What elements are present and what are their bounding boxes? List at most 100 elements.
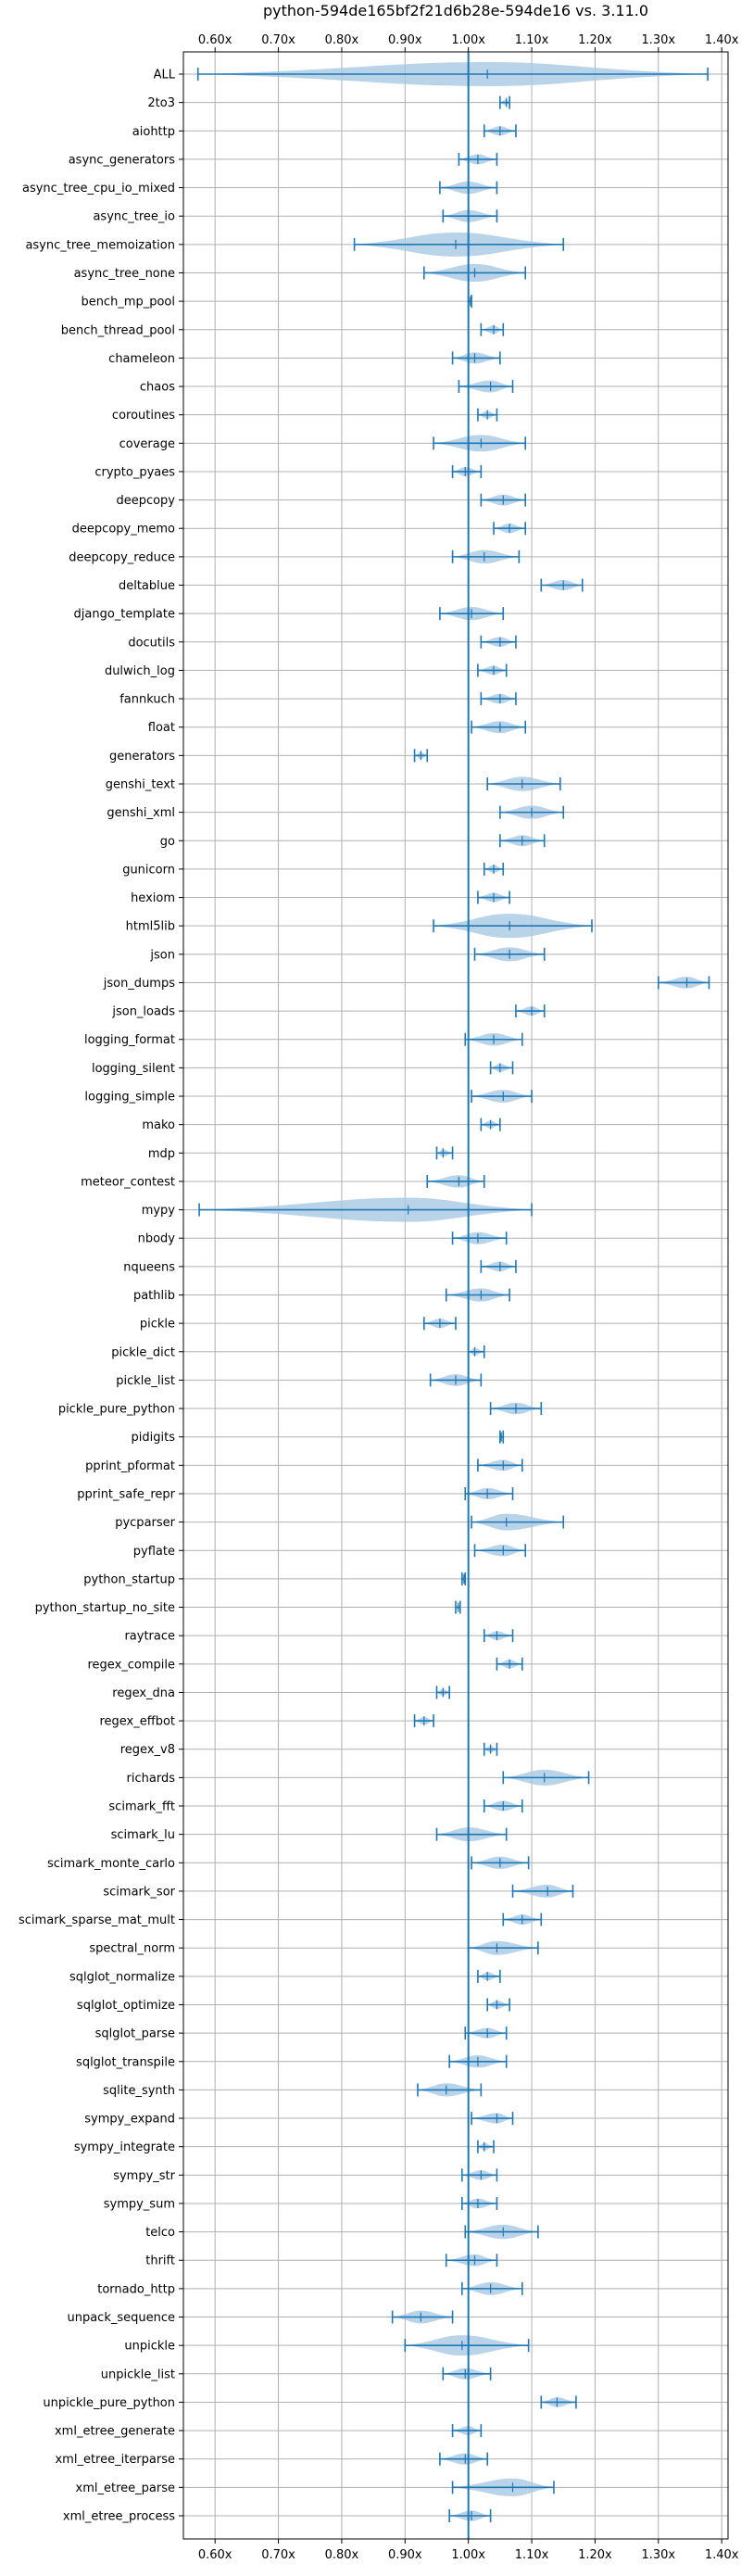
y-tick-label: pprint_pformat bbox=[85, 1459, 175, 1473]
x-tick-label-top: 1.10x bbox=[515, 33, 549, 47]
y-tick-label: spectral_norm bbox=[89, 1942, 175, 1956]
range-bar-layer bbox=[196, 68, 710, 2522]
x-tick-label-top: 1.00x bbox=[451, 33, 485, 47]
y-tick-label: pidigits bbox=[132, 1431, 176, 1445]
y-tick-label: scimark_fft bbox=[108, 1800, 175, 1814]
x-tick-label-bottom: 1.20x bbox=[578, 2548, 612, 2562]
x-tick-label-bottom: 1.10x bbox=[515, 2548, 549, 2562]
y-tick-label: json bbox=[149, 948, 175, 962]
y-tick-label: scimark_sparse_mat_mult bbox=[19, 1913, 175, 1927]
y-tick-label: pyflate bbox=[133, 1545, 175, 1559]
y-tick-label: bench_mp_pool bbox=[81, 296, 175, 309]
y-tick-label: deltablue bbox=[119, 579, 175, 593]
y-tick-label: chameleon bbox=[108, 352, 175, 366]
y-tick-label: sympy_integrate bbox=[74, 2140, 175, 2154]
y-tick-label: deepcopy_memo bbox=[72, 523, 175, 537]
y-tick-label: richards bbox=[127, 1772, 176, 1786]
y-tick-label: coroutines bbox=[112, 409, 175, 423]
y-tick-label: pycparser bbox=[115, 1516, 175, 1530]
y-tick-label: pickle_list bbox=[116, 1374, 175, 1388]
y-tick-label: pathlib bbox=[133, 1289, 175, 1303]
y-tick-label: chaos bbox=[140, 381, 175, 395]
x-tick-label-bottom: 1.30x bbox=[641, 2548, 675, 2562]
y-tick-label: bench_thread_pool bbox=[61, 323, 175, 337]
y-tick-label: django_template bbox=[74, 608, 175, 622]
y-tick-label: raytrace bbox=[124, 1630, 175, 1644]
violin-layer bbox=[197, 62, 710, 2521]
y-tick-label: coverage bbox=[119, 437, 175, 451]
y-tick-label: genshi_xml bbox=[107, 806, 175, 820]
x-tick-label-top: 0.90x bbox=[388, 33, 422, 47]
y-tick-label: mypy bbox=[142, 1204, 176, 1218]
y-tick-label: xml_etree_process bbox=[63, 2510, 175, 2524]
tick-layer: 0.60x 0.60x 0.70x 0.70x 0.80x 0.80x 0.90x 0.90x… bbox=[19, 33, 739, 2562]
x-tick-label-top: 1.20x bbox=[578, 33, 612, 47]
y-tick-label: sympy_sum bbox=[104, 2197, 175, 2211]
y-tick-label: html5lib bbox=[126, 920, 175, 934]
x-tick-label-bottom: 0.80x bbox=[325, 2548, 359, 2562]
x-tick-label-bottom: 0.90x bbox=[388, 2548, 422, 2562]
y-tick-label: logging_format bbox=[84, 1033, 175, 1047]
y-tick-label: regex_effbot bbox=[99, 1715, 175, 1729]
y-tick-label: telco bbox=[145, 2226, 175, 2240]
y-tick-label: hexiom bbox=[131, 891, 175, 905]
y-tick-label: sympy_str bbox=[113, 2169, 175, 2183]
y-tick-label: pprint_safe_repr bbox=[77, 1487, 175, 1501]
y-tick-label: async_tree_cpu_io_mixed bbox=[22, 182, 175, 196]
x-tick-label-bottom: 1.40x bbox=[705, 2548, 739, 2562]
y-tick-label: async_tree_memoization bbox=[25, 238, 175, 252]
y-tick-label: go bbox=[160, 835, 175, 849]
x-tick-label-top: 0.60x bbox=[198, 33, 232, 47]
y-tick-label: mdp bbox=[148, 1147, 175, 1161]
grid-layer bbox=[183, 52, 728, 2539]
y-tick-label: json_dumps bbox=[103, 977, 175, 991]
y-tick-label: pickle bbox=[140, 1318, 175, 1332]
y-tick-label: sqlglot_parse bbox=[95, 2027, 175, 2041]
y-tick-label: xml_etree_parse bbox=[76, 2481, 175, 2495]
y-tick-label: json_loads bbox=[111, 1005, 175, 1019]
x-tick-label-top: 1.40x bbox=[705, 33, 739, 47]
y-tick-label: fannkuch bbox=[119, 693, 175, 707]
y-tick-label: generators bbox=[109, 750, 175, 764]
y-tick-label: python_startup_no_site bbox=[35, 1601, 175, 1615]
y-tick-label: regex_compile bbox=[87, 1658, 175, 1672]
y-tick-label: sympy_expand bbox=[84, 2113, 175, 2127]
y-tick-label: aiohttp bbox=[132, 125, 175, 139]
y-tick-label: unpickle bbox=[124, 2340, 175, 2354]
y-tick-label: sqlite_synth bbox=[103, 2084, 175, 2098]
y-tick-label: tornado_http bbox=[97, 2282, 175, 2296]
y-tick-label: unpickle_pure_python bbox=[43, 2396, 175, 2410]
y-tick-label: mako bbox=[142, 1118, 175, 1132]
y-tick-label: crypto_pyaes bbox=[94, 465, 175, 479]
chart-title: python-594de165bf2f21d6b28e-594de16 vs. … bbox=[263, 2, 648, 19]
y-tick-label: async_generators bbox=[69, 153, 176, 167]
y-tick-label: deepcopy_reduce bbox=[69, 550, 175, 564]
y-tick-label: genshi_text bbox=[106, 777, 175, 791]
y-tick-label: sqlglot_optimize bbox=[77, 1999, 175, 2013]
x-tick-label-top: 1.30x bbox=[641, 33, 675, 47]
y-tick-label: dulwich_log bbox=[105, 664, 175, 678]
y-tick-label: gunicorn bbox=[122, 863, 175, 877]
y-tick-label: pickle_pure_python bbox=[58, 1403, 175, 1417]
y-tick-label: ALL bbox=[154, 69, 176, 82]
y-tick-label: meteor_contest bbox=[81, 1175, 175, 1189]
y-tick-label: scimark_monte_carlo bbox=[47, 1857, 175, 1871]
y-tick-label: nbody bbox=[138, 1232, 176, 1246]
y-tick-label: logging_simple bbox=[84, 1091, 175, 1105]
x-tick-label-bottom: 1.00x bbox=[451, 2548, 485, 2562]
y-tick-label: 2to3 bbox=[147, 96, 175, 110]
x-tick-label-bottom: 0.60x bbox=[198, 2548, 232, 2562]
y-tick-label: docutils bbox=[128, 636, 175, 650]
x-tick-label-top: 0.80x bbox=[325, 33, 359, 47]
y-tick-label: regex_dna bbox=[112, 1686, 175, 1700]
y-tick-label: unpack_sequence bbox=[67, 2311, 175, 2325]
y-tick-label: unpickle_list bbox=[101, 2368, 175, 2381]
y-tick-label: deepcopy bbox=[116, 494, 175, 508]
y-tick-label: pickle_dict bbox=[111, 1345, 175, 1359]
y-tick-label: async_tree_none bbox=[74, 267, 175, 281]
y-tick-label: scimark_lu bbox=[111, 1828, 175, 1842]
y-tick-label: sqlglot_transpile bbox=[76, 2055, 175, 2069]
x-tick-label-bottom: 0.70x bbox=[261, 2548, 295, 2562]
y-tick-label: scimark_sor bbox=[103, 1885, 175, 1899]
